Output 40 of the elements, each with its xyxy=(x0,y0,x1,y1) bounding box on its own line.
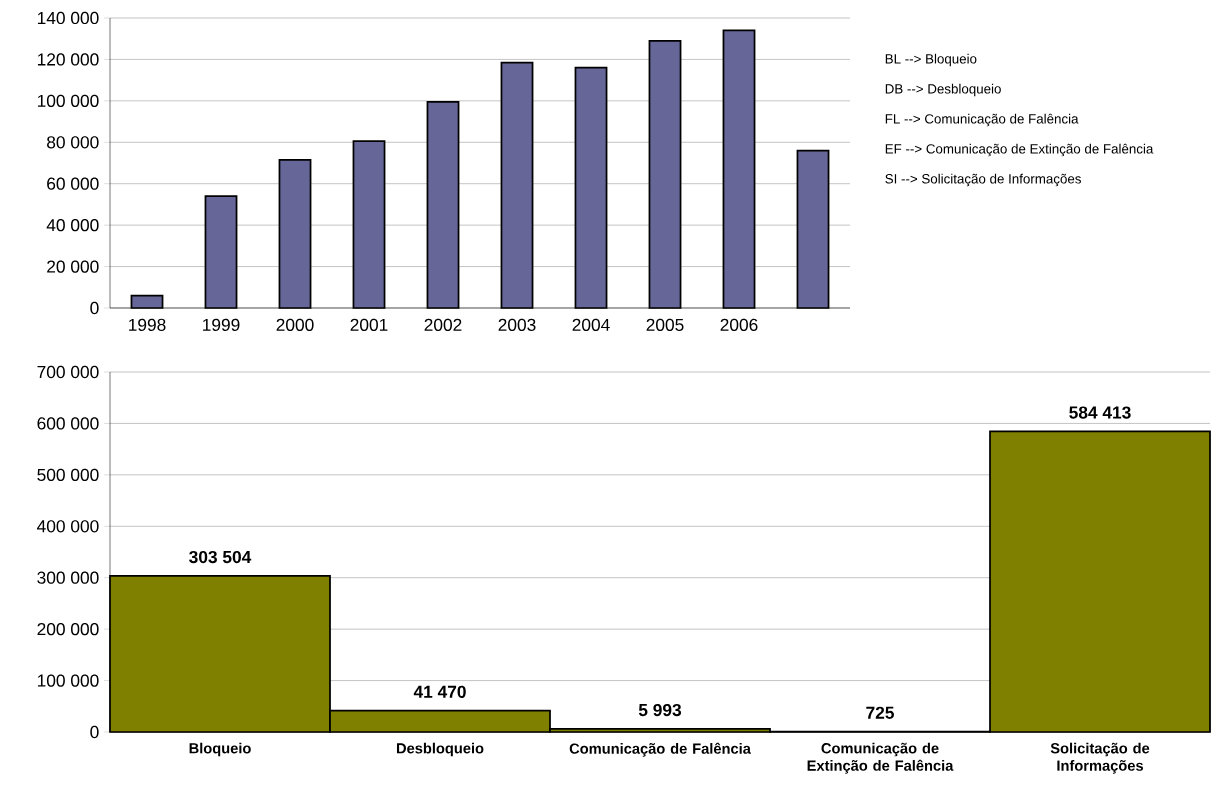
x-tick-label: 1999 xyxy=(203,318,240,331)
y-tick-label: 20 000 xyxy=(47,260,99,273)
x-tick-label: Solicitação de Informações xyxy=(1050,742,1150,774)
y-tick-label: 60 000 xyxy=(47,177,99,190)
x-tick-label: 2001 xyxy=(350,318,388,331)
y-tick-label: 200 000 xyxy=(37,623,99,636)
y-tick-label: 0 xyxy=(90,725,99,739)
x-tick-label: Comunicação de Extinção de Falência xyxy=(807,742,954,774)
y-tick-label: 40 000 xyxy=(46,218,99,232)
data-label: 584 413 xyxy=(1069,406,1131,419)
data-label: 303 504 xyxy=(189,550,252,564)
text: SI --> Solicitação de Informações xyxy=(885,173,1081,187)
x-tick-label: 2000 xyxy=(276,318,314,331)
x-tick-label: Comunicação de Falência xyxy=(569,742,751,757)
y-tick-label: 700 000 xyxy=(37,365,99,379)
x-tick-label: 2004 xyxy=(572,318,610,331)
y-tick-label: 600 000 xyxy=(37,417,99,430)
x-tick-label: Bloqueio xyxy=(189,742,251,757)
text: DB --> Desbloqueio xyxy=(885,83,1001,97)
y-tick-label: 140 000 xyxy=(37,11,99,25)
y-tick-label: 100 000 xyxy=(37,674,99,687)
data-label: 5 993 xyxy=(638,703,682,717)
y-tick-label: 120 000 xyxy=(37,53,99,66)
y-tick-label: 400 000 xyxy=(37,520,99,533)
text: EF --> Comunicação de Extinção de Falência xyxy=(885,143,1154,157)
x-tick-label: 1998 xyxy=(129,318,166,331)
text: FL --> Comunicação de Falência xyxy=(885,113,1079,127)
y-tick-label: 300 000 xyxy=(37,571,99,584)
x-tick-label: 2002 xyxy=(424,318,462,331)
y-tick-label: 0 xyxy=(90,301,99,315)
x-tick-label: 2005 xyxy=(646,318,684,331)
data-label: 41 470 xyxy=(413,685,466,698)
data-label: 725 xyxy=(866,706,894,719)
text: BL --> Bloqueio xyxy=(885,53,977,67)
x-tick-label: 2006 xyxy=(720,318,758,331)
x-tick-label: Desbloqueio xyxy=(396,742,484,757)
x-tick-label: 2003 xyxy=(498,318,536,331)
y-tick-label: 100 000 xyxy=(37,94,99,107)
y-tick-label: 500 000 xyxy=(37,468,99,481)
y-tick-label: 80 000 xyxy=(47,136,99,149)
